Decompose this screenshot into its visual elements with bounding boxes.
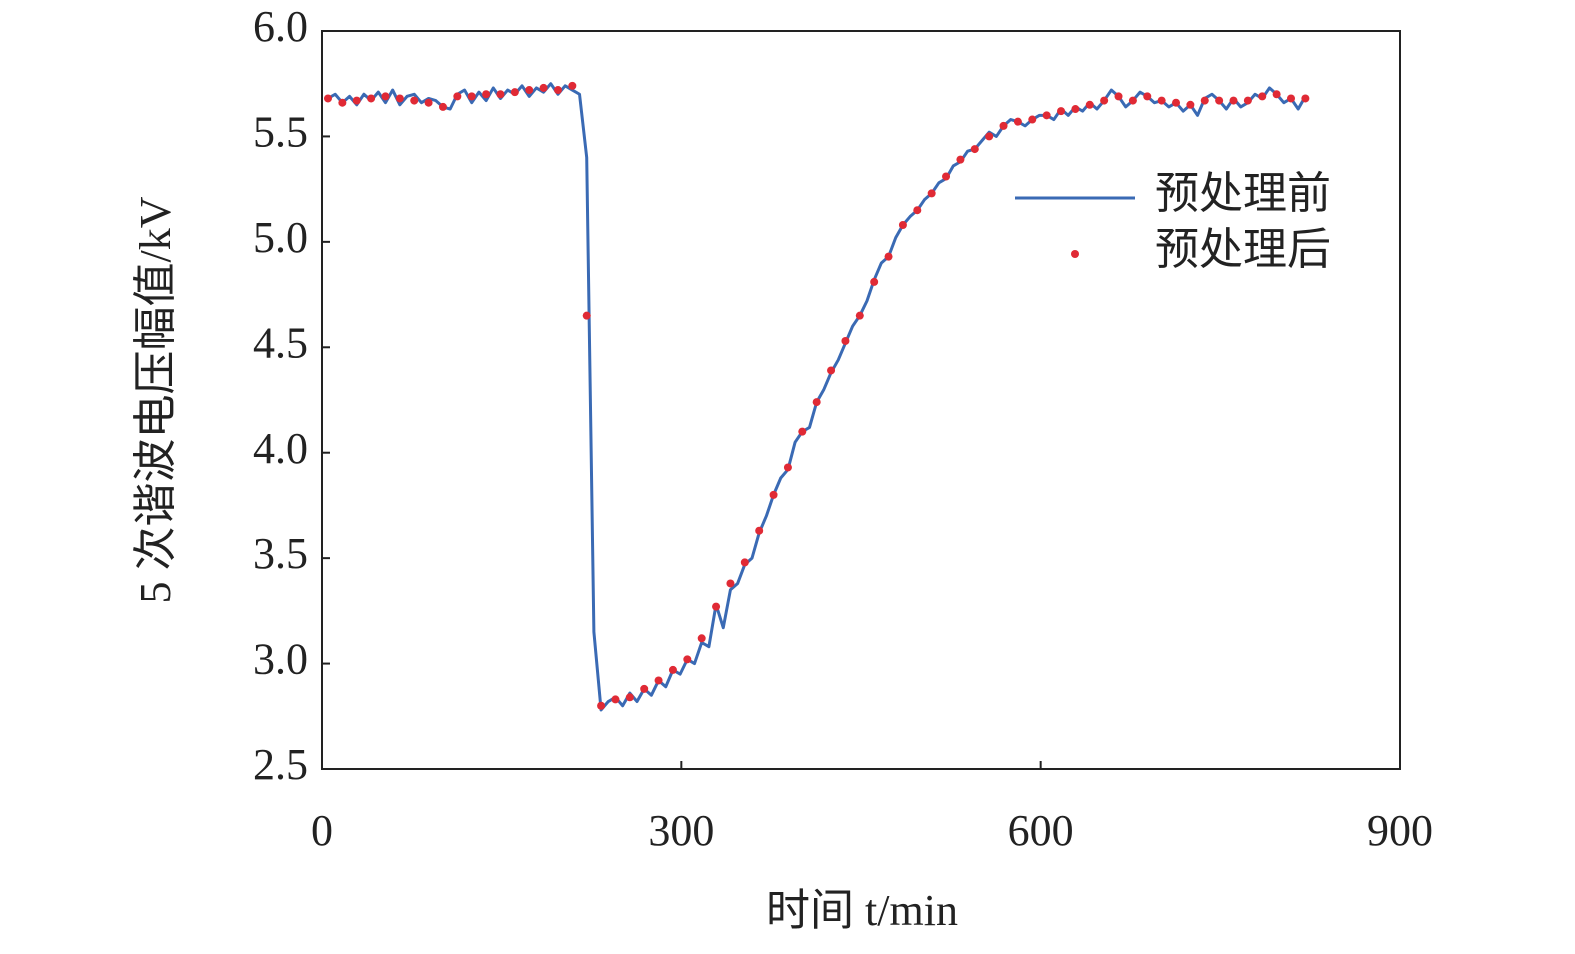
data-point bbox=[913, 206, 922, 215]
data-point bbox=[1057, 107, 1066, 116]
data-point bbox=[367, 94, 376, 103]
y-tick-label: 4.0 bbox=[253, 424, 308, 473]
data-point bbox=[525, 86, 534, 95]
data-point bbox=[1229, 96, 1238, 105]
data-point bbox=[812, 398, 821, 407]
data-point bbox=[1272, 90, 1281, 99]
x-tick-label: 300 bbox=[648, 806, 714, 855]
data-point bbox=[539, 83, 548, 92]
data-point bbox=[755, 526, 764, 535]
data-point bbox=[769, 490, 778, 499]
data-point bbox=[1200, 96, 1209, 105]
data-point bbox=[338, 98, 347, 107]
data-point bbox=[999, 121, 1008, 130]
data-point bbox=[783, 463, 792, 472]
x-tick-label: 900 bbox=[1367, 806, 1433, 855]
data-point bbox=[1172, 98, 1181, 107]
data-point bbox=[1114, 92, 1123, 101]
data-point bbox=[1301, 94, 1310, 103]
data-point bbox=[927, 189, 936, 198]
x-tick-label: 0 bbox=[311, 806, 333, 855]
data-point bbox=[841, 336, 850, 345]
data-point bbox=[898, 220, 907, 229]
data-point bbox=[970, 145, 979, 154]
data-point bbox=[1157, 96, 1166, 105]
data-point bbox=[323, 94, 332, 103]
legend-marker bbox=[1071, 250, 1079, 258]
data-point bbox=[683, 655, 692, 664]
data-point bbox=[654, 676, 663, 685]
legend-label: 预处理前 bbox=[1155, 169, 1331, 218]
plot-frame bbox=[321, 30, 1401, 770]
data-point bbox=[712, 602, 721, 611]
y-tick-label: 3.5 bbox=[253, 529, 308, 578]
y-axis-title: 5 次谐波电压幅值/kV bbox=[131, 196, 180, 603]
data-point bbox=[942, 172, 951, 181]
data-point bbox=[438, 102, 447, 111]
y-tick-label: 5.5 bbox=[253, 108, 308, 157]
data-point bbox=[625, 693, 634, 702]
data-point bbox=[1258, 92, 1267, 101]
y-tick-label: 5.0 bbox=[253, 213, 308, 262]
data-point bbox=[1028, 115, 1037, 124]
data-point bbox=[798, 427, 807, 436]
x-axis-title: 时间 t/min bbox=[766, 886, 958, 935]
data-point bbox=[1013, 117, 1022, 126]
data-point bbox=[1143, 92, 1152, 101]
data-point bbox=[956, 155, 965, 164]
data-point bbox=[395, 94, 404, 103]
data-point bbox=[726, 579, 735, 588]
data-point bbox=[985, 132, 994, 141]
data-point bbox=[740, 558, 749, 567]
data-point bbox=[855, 311, 864, 320]
data-point bbox=[482, 90, 491, 99]
data-point bbox=[568, 81, 577, 90]
data-point bbox=[597, 701, 606, 710]
data-point bbox=[640, 684, 649, 693]
data-point bbox=[668, 665, 677, 674]
data-point bbox=[510, 88, 519, 97]
data-point bbox=[870, 277, 879, 286]
x-tick-label: 600 bbox=[1008, 806, 1074, 855]
data-point bbox=[1071, 105, 1080, 114]
data-point bbox=[1085, 100, 1094, 109]
data-point bbox=[697, 634, 706, 643]
data-point bbox=[1042, 111, 1051, 120]
data-point bbox=[884, 252, 893, 261]
y-tick-label: 4.5 bbox=[253, 318, 308, 367]
data-point bbox=[496, 90, 505, 99]
data-point bbox=[410, 96, 419, 105]
data-point bbox=[1186, 100, 1195, 109]
data-point bbox=[352, 96, 361, 105]
data-point bbox=[1287, 94, 1296, 103]
y-tick-label: 3.0 bbox=[253, 635, 308, 684]
data-point bbox=[1100, 96, 1109, 105]
data-point bbox=[827, 366, 836, 375]
data-point bbox=[453, 92, 462, 101]
data-point bbox=[381, 92, 390, 101]
data-point bbox=[467, 92, 476, 101]
y-tick-label: 6.0 bbox=[253, 2, 308, 51]
data-point bbox=[1128, 96, 1137, 105]
y-tick-label: 2.5 bbox=[253, 740, 308, 789]
data-point bbox=[611, 695, 620, 704]
data-point bbox=[424, 98, 433, 107]
data-point bbox=[1243, 96, 1252, 105]
data-point bbox=[1215, 96, 1224, 105]
legend-label: 预处理后 bbox=[1155, 225, 1331, 274]
data-point bbox=[553, 86, 562, 95]
data-point bbox=[582, 311, 591, 320]
